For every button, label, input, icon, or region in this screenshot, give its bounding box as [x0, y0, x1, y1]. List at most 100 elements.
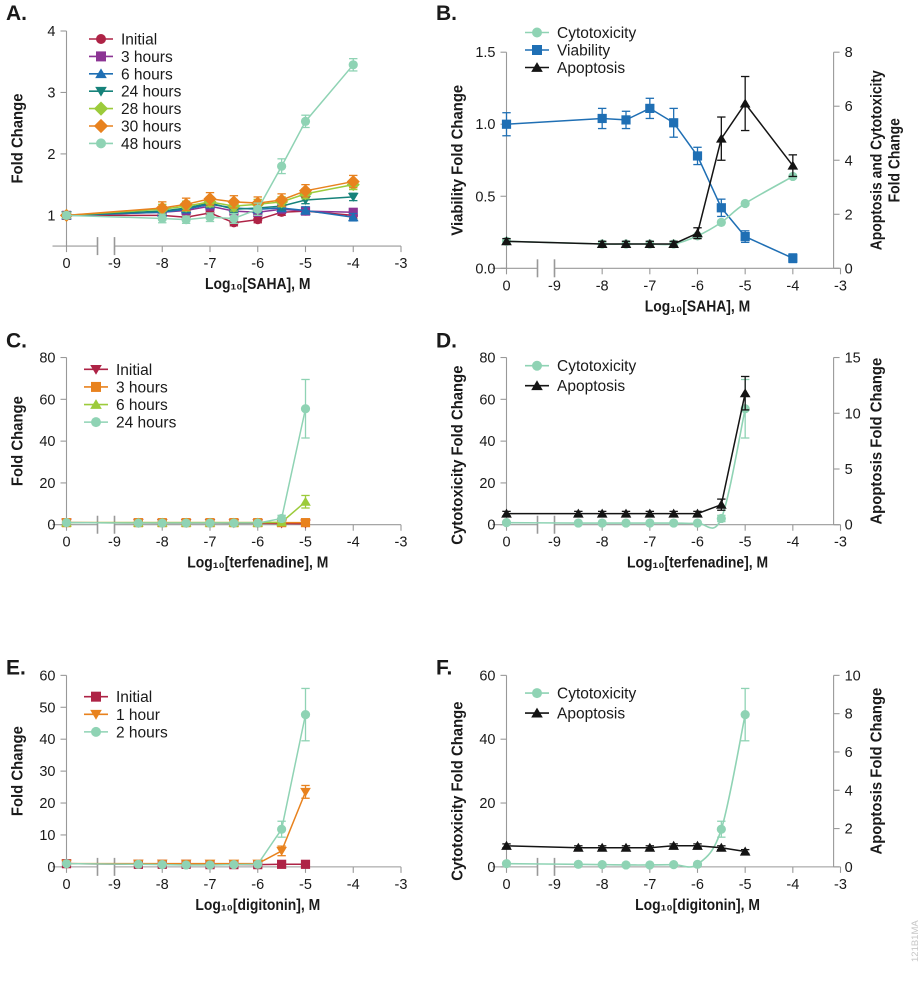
- svg-text:-7: -7: [204, 877, 217, 893]
- svg-text:6 hours: 6 hours: [116, 397, 168, 414]
- svg-text:-9: -9: [108, 877, 121, 893]
- svg-text:0: 0: [62, 535, 70, 551]
- svg-text:Initial: Initial: [121, 32, 157, 49]
- svg-text:60: 60: [479, 668, 495, 684]
- svg-text:-6: -6: [691, 877, 704, 893]
- svg-text:-7: -7: [204, 535, 217, 551]
- svg-text:80: 80: [479, 351, 495, 367]
- svg-text:3 hours: 3 hours: [121, 49, 173, 66]
- svg-text:Apoptosis Fold Change: Apoptosis Fold Change: [868, 687, 886, 854]
- svg-text:Apoptosis: Apoptosis: [557, 378, 625, 395]
- svg-text:-5: -5: [299, 877, 312, 893]
- svg-text:-9: -9: [548, 278, 561, 294]
- svg-text:30: 30: [39, 764, 55, 780]
- svg-text:20: 20: [479, 476, 495, 492]
- svg-text:40: 40: [39, 434, 55, 450]
- svg-text:10: 10: [845, 668, 861, 684]
- svg-text:1 hour: 1 hour: [116, 707, 160, 724]
- svg-text:0: 0: [62, 877, 70, 893]
- svg-text:2 hours: 2 hours: [116, 724, 168, 741]
- svg-text:3: 3: [47, 85, 55, 101]
- svg-text:80: 80: [39, 351, 55, 367]
- svg-text:-8: -8: [156, 256, 169, 272]
- svg-text:-9: -9: [108, 256, 121, 272]
- svg-text:0: 0: [47, 860, 55, 876]
- svg-text:8: 8: [845, 45, 853, 61]
- svg-text:60: 60: [39, 392, 55, 408]
- svg-text:-8: -8: [596, 877, 609, 893]
- svg-text:20: 20: [479, 796, 495, 812]
- svg-text:Apoptosis Fold Change: Apoptosis Fold Change: [868, 357, 886, 524]
- svg-text:Fold Change: Fold Change: [9, 726, 27, 816]
- svg-text:Apoptosis: Apoptosis: [557, 706, 625, 723]
- svg-text:Log₁₀[digitonin], M: Log₁₀[digitonin], M: [635, 896, 760, 914]
- svg-text:0: 0: [502, 535, 510, 551]
- svg-text:-6: -6: [251, 877, 264, 893]
- svg-text:-4: -4: [786, 278, 799, 294]
- svg-text:Cytotoxicity: Cytotoxicity: [557, 25, 636, 42]
- svg-text:60: 60: [479, 392, 495, 408]
- svg-text:-9: -9: [108, 535, 121, 551]
- svg-text:-4: -4: [347, 535, 360, 551]
- svg-text:0: 0: [502, 877, 510, 893]
- svg-text:0: 0: [487, 860, 495, 876]
- svg-text:Cytotoxicity Fold Change: Cytotoxicity Fold Change: [449, 701, 467, 881]
- svg-text:C.: C.: [6, 329, 27, 352]
- svg-text:20: 20: [39, 796, 55, 812]
- svg-text:-4: -4: [786, 877, 799, 893]
- svg-text:60: 60: [39, 668, 55, 684]
- svg-text:50: 50: [39, 700, 55, 716]
- svg-text:-4: -4: [786, 535, 799, 551]
- svg-text:0: 0: [845, 518, 853, 534]
- svg-text:-3: -3: [834, 877, 847, 893]
- svg-text:-7: -7: [643, 535, 656, 551]
- svg-text:0.0: 0.0: [475, 261, 495, 277]
- svg-text:28 hours: 28 hours: [121, 101, 182, 118]
- svg-text:-3: -3: [395, 256, 408, 272]
- svg-text:-8: -8: [156, 877, 169, 893]
- svg-text:-5: -5: [299, 256, 312, 272]
- svg-text:Viability Fold Change: Viability Fold Change: [449, 84, 467, 235]
- svg-text:Log₁₀[digitonin], M: Log₁₀[digitonin], M: [195, 896, 320, 914]
- svg-text:-6: -6: [251, 256, 264, 272]
- svg-text:0: 0: [47, 518, 55, 534]
- svg-text:A.: A.: [6, 2, 27, 25]
- svg-text:Log₁₀[terfenadine], M: Log₁₀[terfenadine], M: [187, 554, 328, 572]
- svg-text:E.: E.: [6, 657, 26, 680]
- svg-text:40: 40: [479, 732, 495, 748]
- svg-text:-6: -6: [691, 278, 704, 294]
- svg-text:6: 6: [845, 99, 853, 115]
- svg-text:-9: -9: [548, 535, 561, 551]
- svg-text:Fold Change: Fold Change: [9, 93, 27, 183]
- svg-text:0.5: 0.5: [475, 189, 495, 205]
- svg-text:-3: -3: [395, 877, 408, 893]
- svg-text:20: 20: [39, 476, 55, 492]
- svg-text:Cytotoxicity: Cytotoxicity: [557, 686, 636, 703]
- svg-text:5: 5: [845, 462, 853, 478]
- svg-text:-9: -9: [548, 877, 561, 893]
- svg-text:-6: -6: [691, 535, 704, 551]
- svg-text:1: 1: [47, 208, 55, 224]
- svg-text:4: 4: [47, 24, 55, 40]
- svg-text:15: 15: [845, 351, 861, 367]
- svg-text:4: 4: [845, 153, 853, 169]
- svg-text:-4: -4: [347, 877, 360, 893]
- svg-text:Cytotoxicity Fold Change: Cytotoxicity Fold Change: [449, 365, 467, 545]
- svg-text:-5: -5: [739, 278, 752, 294]
- svg-text:0: 0: [62, 256, 70, 272]
- svg-text:-4: -4: [347, 256, 360, 272]
- svg-text:Viability: Viability: [557, 43, 610, 60]
- svg-text:3 hours: 3 hours: [116, 379, 168, 396]
- svg-text:0: 0: [845, 261, 853, 277]
- svg-text:48 hours: 48 hours: [121, 136, 182, 153]
- svg-text:2: 2: [845, 207, 853, 223]
- svg-text:Cytotoxicity: Cytotoxicity: [557, 358, 636, 375]
- svg-text:8: 8: [845, 707, 853, 723]
- svg-text:2: 2: [47, 147, 55, 163]
- svg-text:-7: -7: [204, 256, 217, 272]
- svg-text:F.: F.: [436, 657, 452, 680]
- svg-text:B.: B.: [436, 2, 457, 25]
- svg-text:1.5: 1.5: [475, 45, 495, 61]
- svg-text:0: 0: [487, 518, 495, 534]
- svg-text:6: 6: [845, 745, 853, 761]
